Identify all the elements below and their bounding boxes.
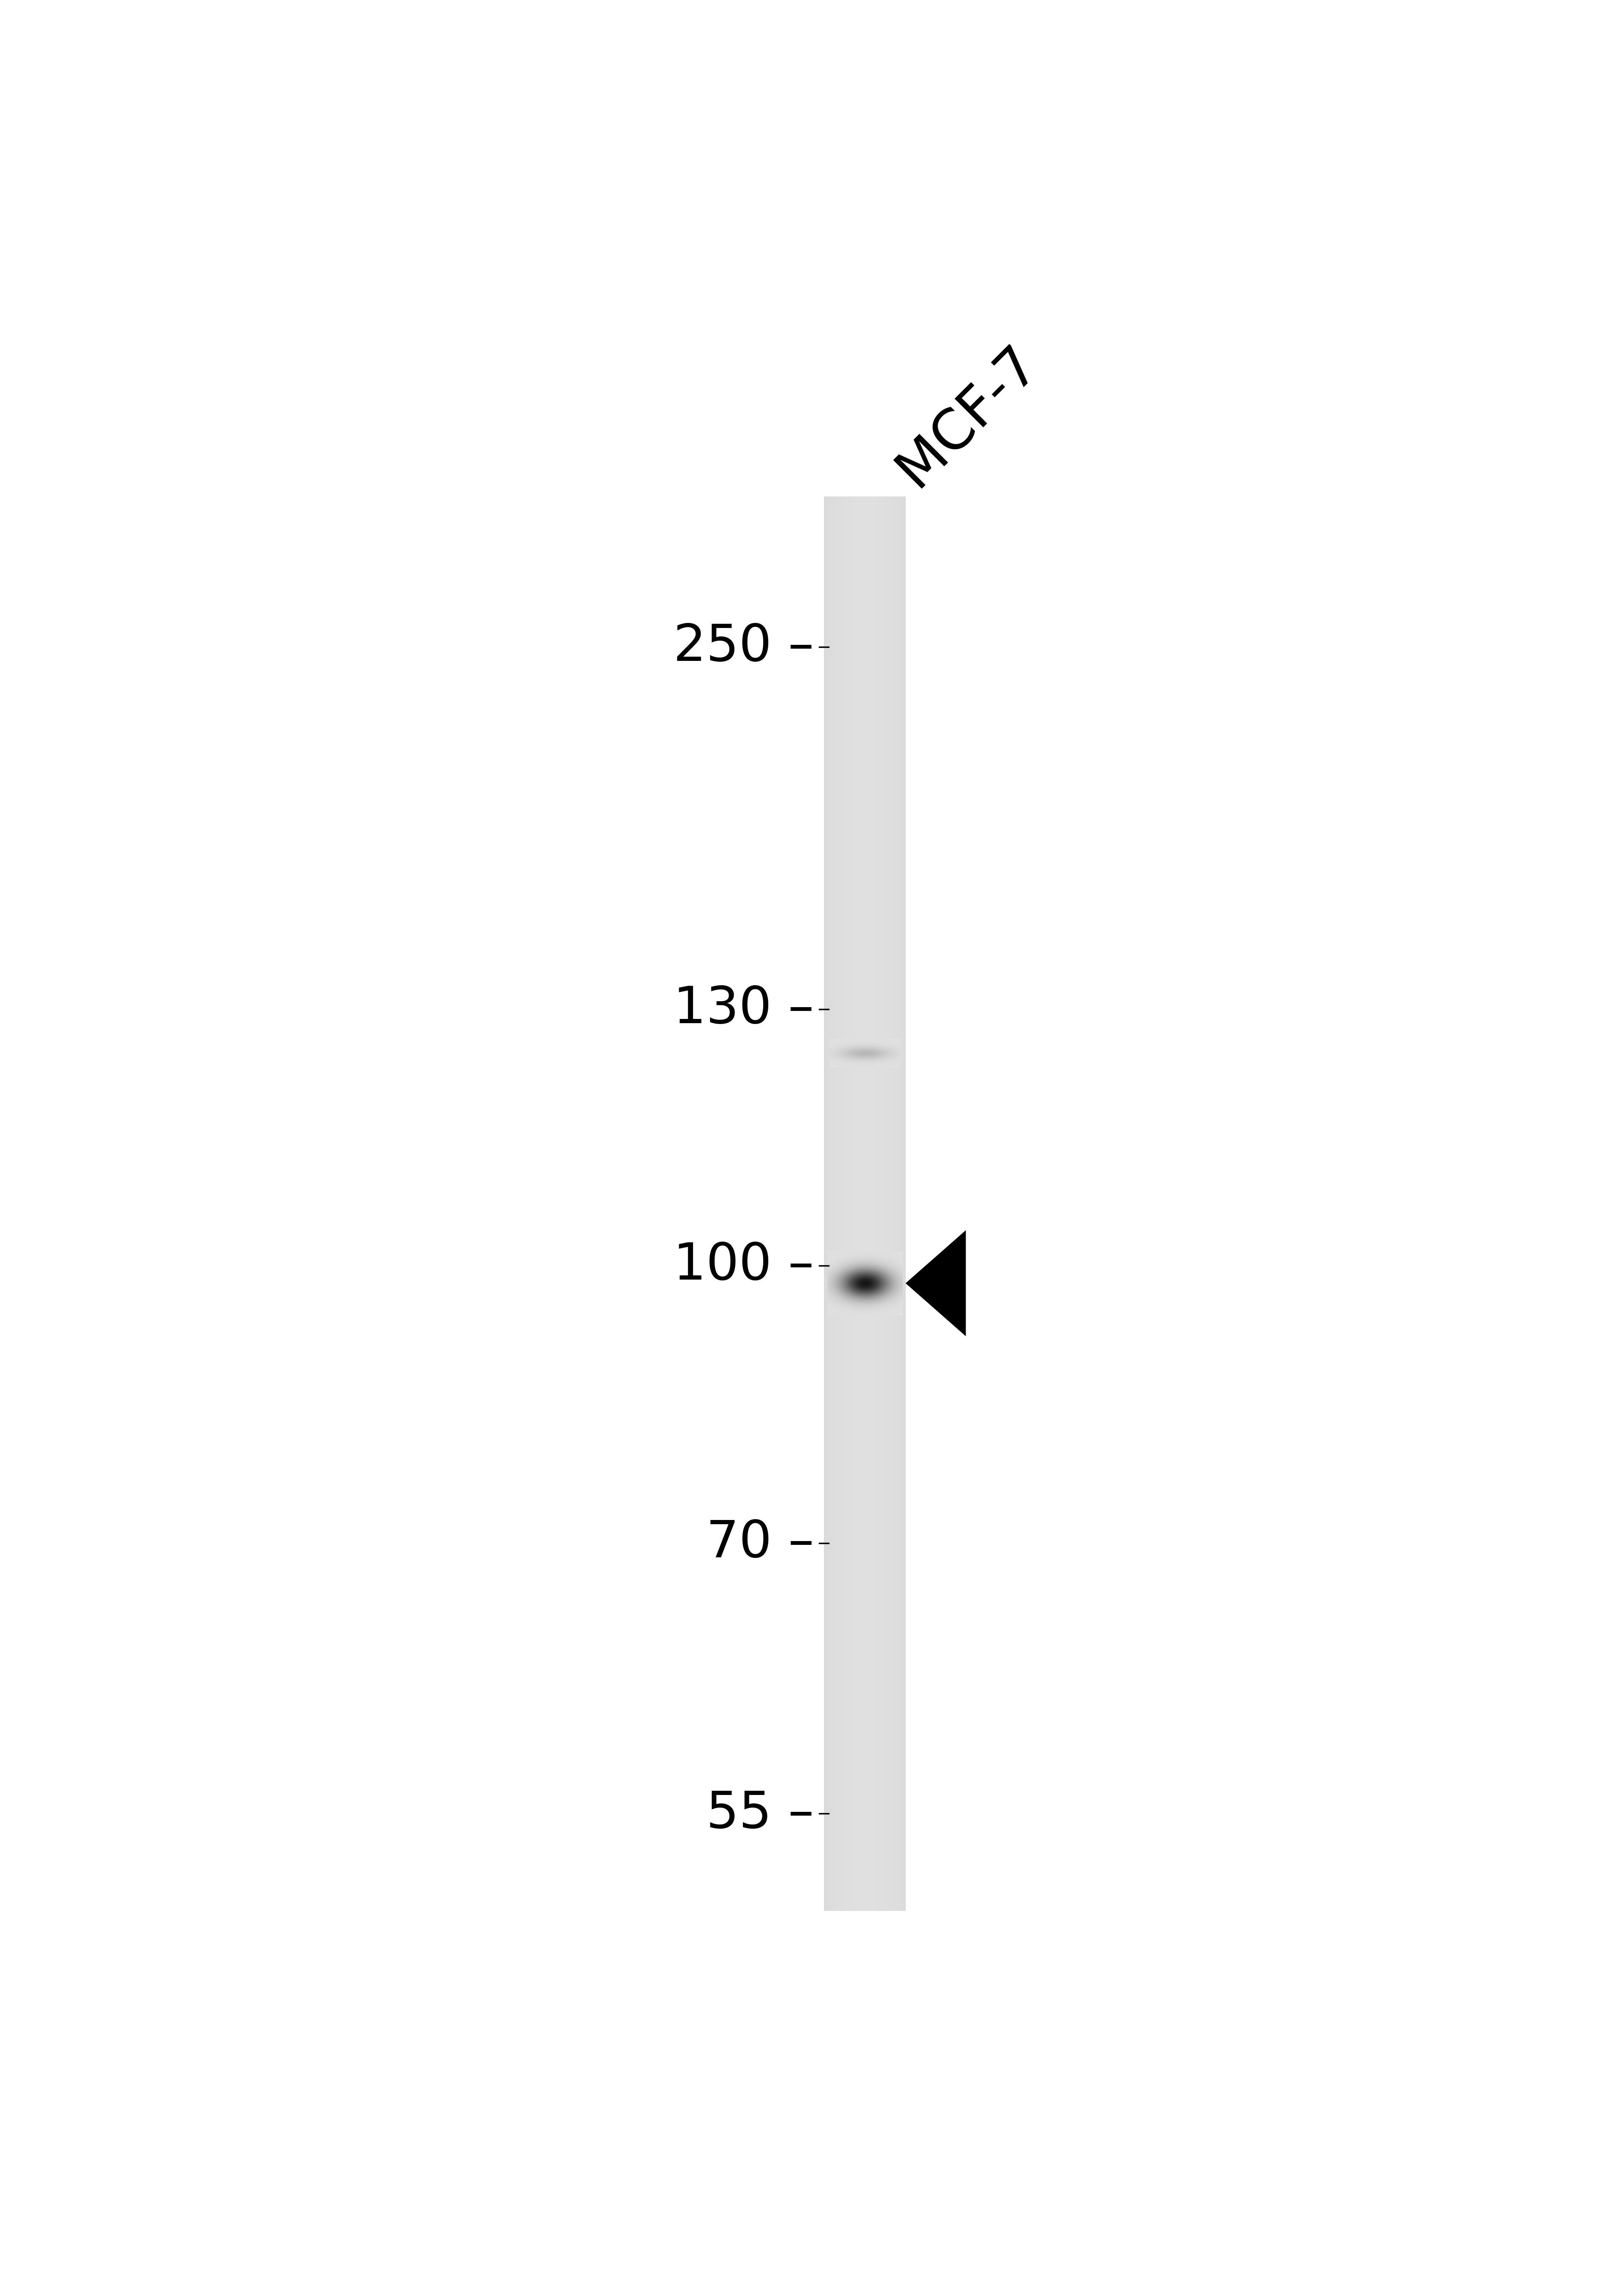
Text: 70 –: 70 – — [706, 1518, 813, 1568]
Polygon shape — [906, 1231, 966, 1336]
Text: MCF-7: MCF-7 — [886, 335, 1048, 496]
Text: 250 –: 250 – — [674, 622, 813, 670]
Text: 100 –: 100 – — [674, 1240, 813, 1290]
Text: 130 –: 130 – — [674, 985, 813, 1033]
Text: 55 –: 55 – — [706, 1789, 813, 1839]
